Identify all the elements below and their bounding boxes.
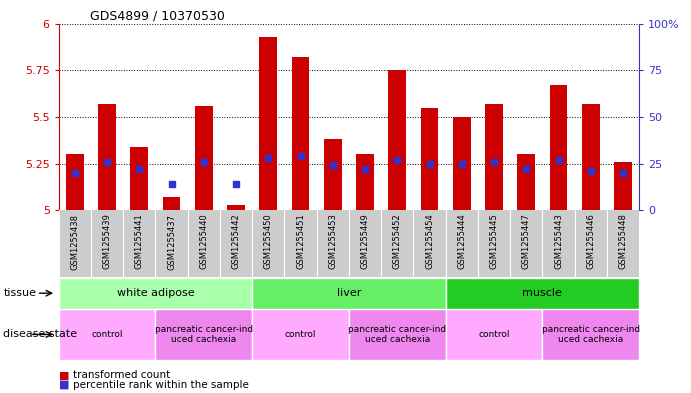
Text: GDS4899 / 10370530: GDS4899 / 10370530 <box>90 10 225 23</box>
Text: percentile rank within the sample: percentile rank within the sample <box>73 380 249 390</box>
Point <box>585 168 596 174</box>
Bar <box>292 57 310 210</box>
Point <box>69 170 80 176</box>
Bar <box>349 309 446 360</box>
Bar <box>614 162 632 210</box>
Point <box>134 166 145 172</box>
Bar <box>485 104 503 210</box>
Text: GSM1255438: GSM1255438 <box>70 214 79 270</box>
Point <box>359 166 370 172</box>
Text: white adipose: white adipose <box>117 288 194 298</box>
Point <box>424 160 435 167</box>
Bar <box>446 309 542 360</box>
Text: GSM1255452: GSM1255452 <box>392 214 402 269</box>
Text: GSM1255439: GSM1255439 <box>102 214 112 270</box>
Bar <box>542 309 639 360</box>
Bar <box>98 104 116 210</box>
Text: GSM1255443: GSM1255443 <box>554 214 563 270</box>
Text: tissue: tissue <box>3 288 37 298</box>
Text: GSM1255450: GSM1255450 <box>264 214 273 269</box>
Bar <box>59 278 252 309</box>
Text: liver: liver <box>337 288 361 298</box>
Bar <box>163 197 180 210</box>
Text: GSM1255441: GSM1255441 <box>135 214 144 269</box>
Text: GSM1255442: GSM1255442 <box>231 214 240 269</box>
Bar <box>227 205 245 210</box>
Text: GSM1255454: GSM1255454 <box>425 214 434 269</box>
Bar <box>453 117 471 210</box>
Point <box>456 160 467 167</box>
Point <box>263 155 274 161</box>
Text: pancreatic cancer-ind
uced cachexia: pancreatic cancer-ind uced cachexia <box>542 325 640 344</box>
Bar <box>357 154 374 210</box>
Bar <box>582 104 600 210</box>
Bar <box>195 106 213 210</box>
Text: GSM1255453: GSM1255453 <box>328 214 337 270</box>
Text: GSM1255444: GSM1255444 <box>457 214 466 269</box>
Point <box>618 170 629 176</box>
Point <box>489 159 500 165</box>
Text: GSM1255449: GSM1255449 <box>361 214 370 269</box>
Bar <box>549 85 567 210</box>
Text: GSM1255440: GSM1255440 <box>199 214 209 269</box>
Point <box>553 157 564 163</box>
Text: control: control <box>91 330 123 339</box>
Bar <box>131 147 148 210</box>
Point <box>392 157 403 163</box>
Bar <box>421 108 438 210</box>
Point <box>295 153 306 159</box>
Bar <box>259 37 277 210</box>
Text: disease state: disease state <box>3 329 77 340</box>
Point <box>166 181 177 187</box>
Point <box>198 159 209 165</box>
Text: muscle: muscle <box>522 288 562 298</box>
Point <box>328 162 339 169</box>
Bar <box>324 140 341 210</box>
Text: ■: ■ <box>59 380 69 390</box>
Text: control: control <box>285 330 316 339</box>
Bar <box>518 154 535 210</box>
Bar <box>388 70 406 210</box>
Text: ■: ■ <box>59 370 69 380</box>
Text: GSM1255447: GSM1255447 <box>522 214 531 270</box>
Text: GSM1255451: GSM1255451 <box>296 214 305 269</box>
Bar <box>66 154 84 210</box>
Text: pancreatic cancer-ind
uced cachexia: pancreatic cancer-ind uced cachexia <box>155 325 253 344</box>
Bar <box>446 278 639 309</box>
Point <box>102 159 113 165</box>
Text: transformed count: transformed count <box>73 370 170 380</box>
Text: control: control <box>478 330 510 339</box>
Bar <box>252 278 446 309</box>
Text: GSM1255448: GSM1255448 <box>618 214 627 270</box>
Text: GSM1255446: GSM1255446 <box>586 214 596 270</box>
Point <box>521 166 532 172</box>
Text: GSM1255437: GSM1255437 <box>167 214 176 270</box>
Bar <box>59 309 155 360</box>
Text: pancreatic cancer-ind
uced cachexia: pancreatic cancer-ind uced cachexia <box>348 325 446 344</box>
Bar <box>252 309 349 360</box>
Point <box>231 181 242 187</box>
Bar <box>155 309 252 360</box>
Text: GSM1255445: GSM1255445 <box>489 214 499 269</box>
